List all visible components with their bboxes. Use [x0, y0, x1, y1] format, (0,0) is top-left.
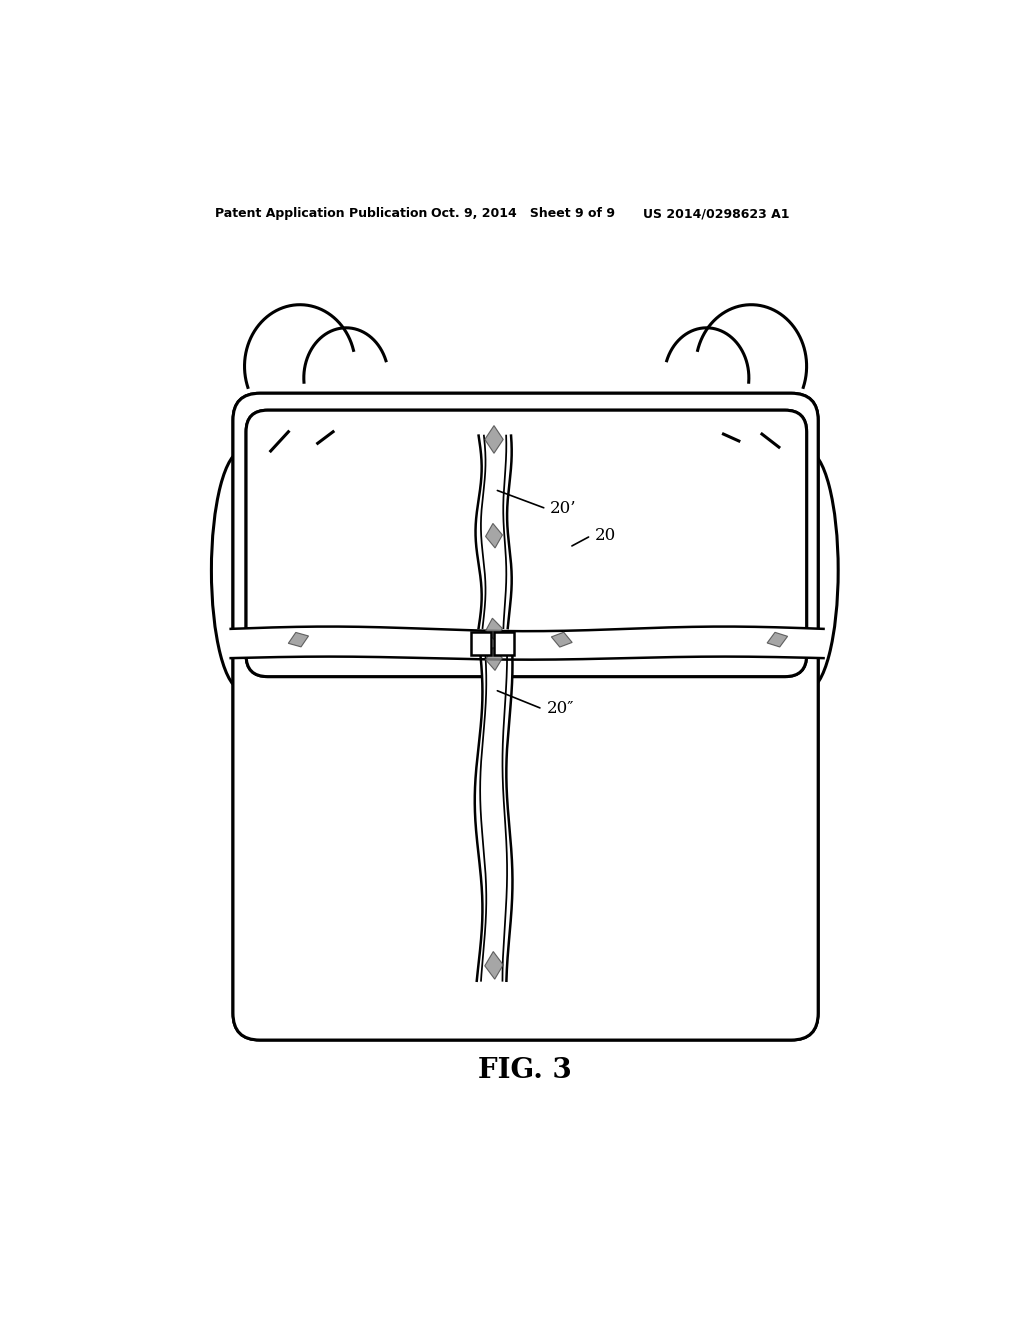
FancyBboxPatch shape [233, 393, 818, 1040]
Bar [262, 627, 788, 655]
FancyBboxPatch shape [246, 411, 807, 677]
Text: US 2014/0298623 A1: US 2014/0298623 A1 [643, 207, 790, 220]
Text: FIG. 3: FIG. 3 [478, 1057, 571, 1084]
Polygon shape [485, 647, 503, 671]
Polygon shape [485, 524, 503, 548]
Ellipse shape [211, 451, 273, 690]
Polygon shape [484, 952, 503, 979]
Polygon shape [475, 436, 512, 628]
FancyBboxPatch shape [246, 411, 807, 677]
FancyBboxPatch shape [233, 393, 818, 1040]
Polygon shape [551, 632, 572, 647]
Text: 20’: 20’ [550, 500, 577, 517]
Ellipse shape [776, 451, 839, 690]
Text: 20″: 20″ [547, 701, 573, 718]
Bar [471, 632, 490, 655]
Bar [494, 632, 514, 655]
Polygon shape [289, 632, 308, 647]
Polygon shape [484, 425, 503, 453]
Text: Patent Application Publication: Patent Application Publication [215, 207, 428, 220]
Polygon shape [475, 655, 512, 981]
Polygon shape [767, 632, 787, 647]
Polygon shape [485, 618, 503, 642]
Text: 20: 20 [595, 527, 616, 544]
Text: Oct. 9, 2014   Sheet 9 of 9: Oct. 9, 2014 Sheet 9 of 9 [431, 207, 614, 220]
Bar [262, 627, 788, 655]
Polygon shape [230, 627, 823, 660]
